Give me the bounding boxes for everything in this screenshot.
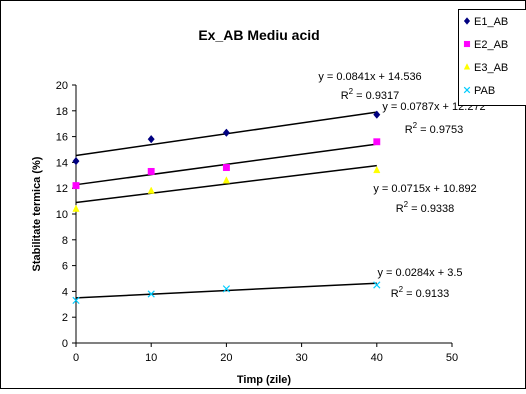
x-tick-label: 0 xyxy=(73,352,79,364)
y-tick-label: 18 xyxy=(56,106,68,118)
y-axis-label: Stabilitate termica (%) xyxy=(31,156,43,271)
x-tick-label: 20 xyxy=(220,352,232,364)
point-e2-ab xyxy=(223,164,229,170)
y-tick-label: 16 xyxy=(56,132,68,144)
y-tick-label: 6 xyxy=(62,261,68,273)
r-squared-value: = 0.9338 xyxy=(408,203,454,215)
legend-item-e2-ab-marker xyxy=(464,41,470,47)
r-squared-value: = 0.9133 xyxy=(403,288,449,300)
y-tick-label: 14 xyxy=(56,157,68,169)
x-tick-label: 40 xyxy=(371,352,383,364)
legend-item-pab-label: PAB xyxy=(474,85,495,97)
legend-item-e1-ab-label: E1_AB xyxy=(474,16,508,28)
r-squared-symbol: R xyxy=(396,203,404,215)
trend-equation: y = 0.0715x + 10.892 xyxy=(373,183,476,195)
x-tick-label: 50 xyxy=(446,352,458,364)
point-e2-ab xyxy=(374,139,380,145)
point-e2-ab xyxy=(73,182,79,188)
y-tick-label: 0 xyxy=(62,338,68,350)
r-squared-symbol: R xyxy=(405,124,413,136)
y-tick-label: 2 xyxy=(62,312,68,324)
r-squared-symbol: R xyxy=(391,288,399,300)
legend: E1_AB E2_AB E3_AB PAB xyxy=(459,10,526,106)
y-tick-label: 12 xyxy=(56,183,68,195)
x-axis-label: Timp (zile) xyxy=(237,374,292,386)
y-tick-label: 4 xyxy=(62,286,68,298)
legend-item-e2-ab-label: E2_AB xyxy=(474,39,508,51)
chart-title: Ex_AB Mediu acid xyxy=(198,27,319,43)
x-tick-label: 10 xyxy=(145,352,157,364)
point-e2-ab xyxy=(148,168,154,174)
y-tick-label: 20 xyxy=(56,80,68,92)
trend-equation: y = 0.0284x + 3.5 xyxy=(377,267,462,279)
r-squared-symbol: R xyxy=(341,90,349,102)
x-tick-label: 30 xyxy=(295,352,307,364)
y-tick-label: 10 xyxy=(56,209,68,221)
trend-equation: y = 0.0841x + 14.536 xyxy=(318,71,421,83)
y-tick-label: 8 xyxy=(62,235,68,247)
legend-item-e3-ab-label: E3_AB xyxy=(474,62,508,74)
r-squared-value: = 0.9753 xyxy=(417,124,463,136)
